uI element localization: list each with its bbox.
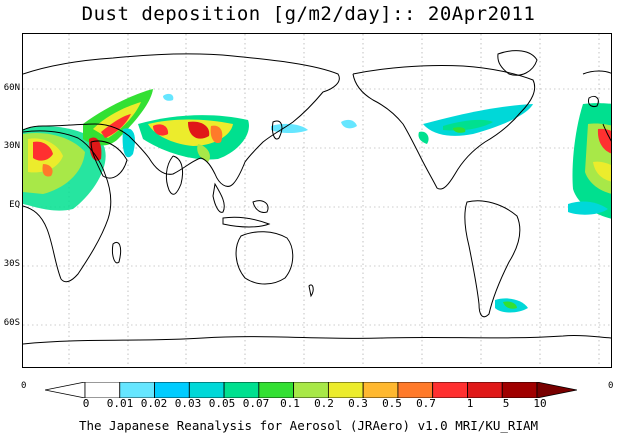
colorbar-end-right: 0 — [608, 381, 614, 391]
colorbar-label-10: 10 — [533, 397, 547, 410]
colorbar-segment — [362, 381, 399, 399]
footer-credit: The Japanese Reanalysis for Aerosol (JRA… — [78, 418, 539, 433]
colorbar-segment — [223, 381, 260, 399]
lat-label-60s: 60S — [3, 318, 20, 328]
colorbar-segment — [397, 381, 434, 399]
colorbar-segment-under — [44, 381, 86, 399]
colorbar-label-0-05: 0.05 — [208, 397, 236, 410]
colorbar-segment — [119, 381, 155, 399]
colorbar-segment — [84, 381, 121, 399]
colorbar-segment — [188, 381, 225, 399]
colorbar-label-0: 0 — [82, 397, 90, 410]
colorbar-label-0-3: 0.3 — [348, 397, 368, 410]
colorbar-label-0-5: 0.5 — [382, 397, 402, 410]
colorbar-label-1: 1 — [466, 397, 474, 410]
colorbar-label-0-1: 0.1 — [280, 397, 300, 410]
graticule — [23, 34, 611, 367]
colorbar-end-left: 0 — [21, 381, 27, 391]
lat-label-eq: EQ — [9, 200, 20, 210]
lat-label-30s: 30S — [3, 259, 20, 269]
colorbar-segment — [293, 381, 329, 399]
colorbar-label-0-7: 0.7 — [416, 397, 436, 410]
colorbar-label-5: 5 — [502, 397, 510, 410]
colorbar-label-0-07: 0.07 — [242, 397, 270, 410]
colorbar-segment — [467, 381, 503, 399]
lat-label-60n: 60N — [3, 83, 20, 93]
map-title: Dust deposition [g/m2/day]:: 20Apr2011 — [81, 3, 536, 25]
colorbar-segment — [327, 381, 364, 399]
colorbar-labels: 0 0.01 0.02 0.03 0.05 0.07 0.1 0.2 0.3 0… — [0, 397, 617, 411]
colorbar-label-0-03: 0.03 — [174, 397, 202, 410]
colorbar-segment-over — [536, 381, 578, 399]
colorbar-segment — [501, 381, 538, 399]
colorbar-segment — [258, 381, 295, 399]
world-map — [22, 33, 612, 368]
colorbar-label-0-01: 0.01 — [106, 397, 134, 410]
lat-label-30n: 30N — [3, 141, 20, 151]
colorbar-label-0-2: 0.2 — [314, 397, 334, 410]
colorbar-label-0-02: 0.02 — [140, 397, 168, 410]
colorbar-svg — [44, 381, 578, 399]
colorbar — [44, 381, 578, 399]
colorbar-segment — [432, 381, 468, 399]
dust-field — [23, 89, 611, 313]
coastlines — [23, 50, 611, 345]
dust-deposition-map — [23, 34, 611, 367]
colorbar-segment — [154, 381, 190, 399]
